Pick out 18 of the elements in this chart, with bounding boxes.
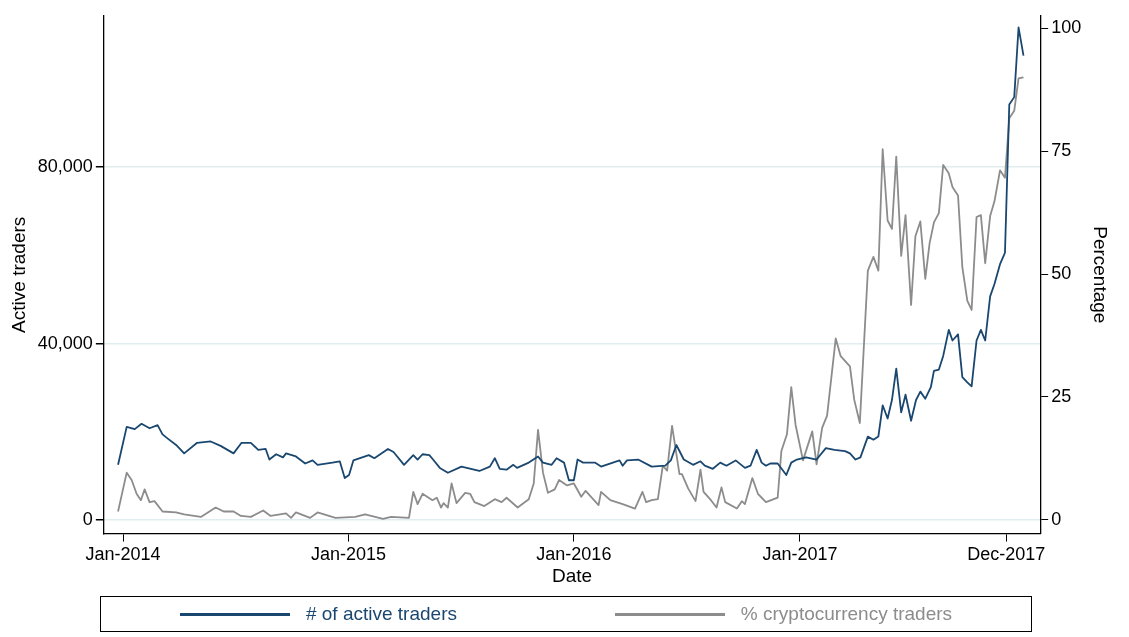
x-tick-label: Jan-2014 — [85, 544, 161, 565]
y-axis-title: Active traders — [7, 216, 29, 333]
y-tick-label: 40,000 — [37, 332, 93, 353]
y2-tick-label: 0 — [1051, 508, 1062, 529]
text: % cryptocurrency traders — [740, 603, 953, 625]
y2-tick-label: 50 — [1051, 263, 1072, 284]
y2-tick-label: 100 — [1051, 17, 1082, 38]
x-tick-label: Dec-2017 — [967, 544, 1046, 565]
x-axis-title: Date — [551, 564, 593, 586]
y2-tick-label: 25 — [1051, 385, 1072, 406]
y2-axis-title: Percentage — [1090, 226, 1112, 324]
y-tick-label: 80,000 — [37, 156, 93, 177]
text: # of active traders — [305, 603, 457, 625]
y-tick-label: 0 — [82, 508, 93, 529]
x-tick-label: Jan-2015 — [310, 544, 386, 565]
y2-tick-label: 75 — [1051, 140, 1072, 161]
x-tick-label: Jan-2016 — [536, 544, 612, 565]
x-tick-label: Jan-2017 — [762, 544, 838, 565]
